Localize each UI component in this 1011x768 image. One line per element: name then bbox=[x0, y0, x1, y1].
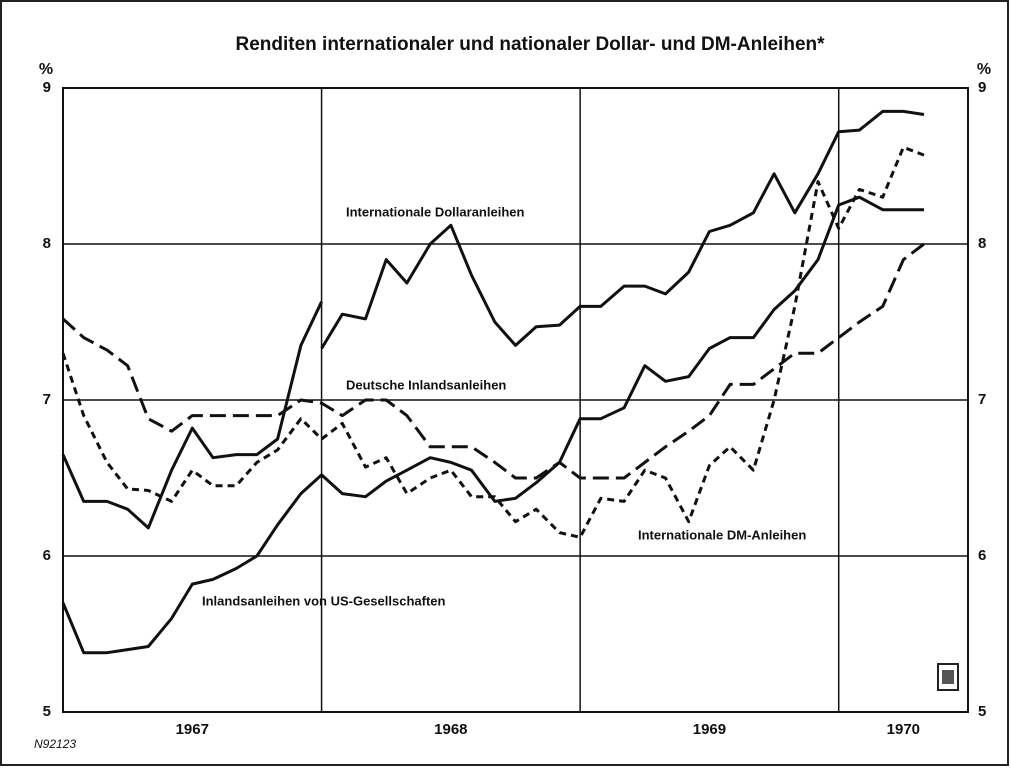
x-tick-label: 1968 bbox=[434, 721, 467, 738]
note: N92123 bbox=[34, 737, 76, 751]
y-tick-label: 8 bbox=[43, 235, 51, 252]
series-label: Deutsche Inlandsanleihen bbox=[346, 377, 506, 392]
y2-tick-label: 7 bbox=[978, 391, 986, 408]
logo-inner bbox=[942, 670, 954, 684]
y-tick-label: 6 bbox=[43, 547, 51, 564]
y2-tick-label: 9 bbox=[978, 79, 986, 96]
y-tick-label: 9 bbox=[43, 79, 51, 96]
series-label: Internationale Dollaranleihen bbox=[346, 204, 524, 219]
y2-tick-label: 5 bbox=[978, 703, 986, 720]
y-tick-label: 5 bbox=[43, 703, 51, 720]
x-tick-label: 1970 bbox=[887, 721, 920, 738]
series-label: Internationale DM-Anleihen bbox=[638, 527, 806, 542]
y2-tick-label: 6 bbox=[978, 547, 986, 564]
x-tick-label: 1967 bbox=[176, 721, 209, 738]
plot-border bbox=[62, 87, 969, 713]
logo bbox=[937, 663, 959, 691]
y-tick-label: 7 bbox=[43, 391, 51, 408]
series-line bbox=[61, 109, 925, 530]
series-line bbox=[61, 242, 925, 480]
logo-box bbox=[937, 663, 959, 691]
y-unit: % bbox=[39, 61, 53, 78]
x-tick-label: 1969 bbox=[693, 721, 726, 738]
y2-unit: % bbox=[977, 61, 991, 78]
chart-title: Renditen internationaler und nationaler … bbox=[235, 34, 825, 55]
y2-tick-label: 8 bbox=[978, 235, 986, 252]
series-line bbox=[61, 195, 924, 655]
series-line bbox=[61, 145, 925, 539]
series-label: Inlandsanleihen von US-Gesellschaften bbox=[202, 593, 446, 608]
